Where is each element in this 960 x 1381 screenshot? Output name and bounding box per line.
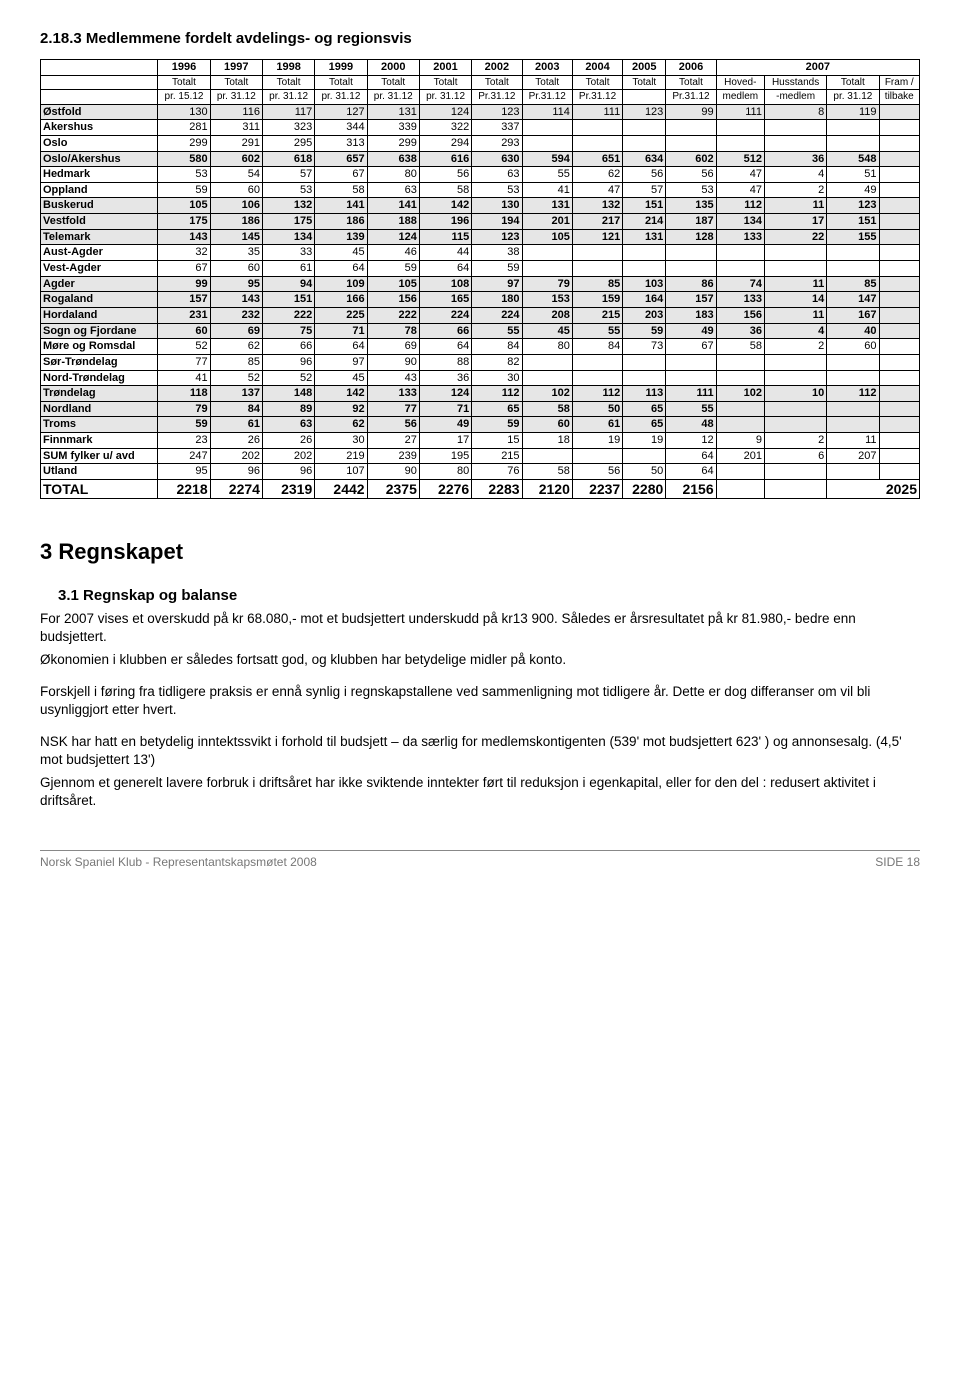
table-row: Nordland7984899277716558506555 <box>41 401 920 417</box>
para-1: For 2007 vises et overskudd på kr 68.080… <box>40 610 920 646</box>
table-row: Rogaland15714315116615616518015315916415… <box>41 292 920 308</box>
footer-right: SIDE 18 <box>875 855 920 869</box>
para-2: Økonomien i klubben er således fortsatt … <box>40 651 920 669</box>
table-row: Buskerud10510613214114114213013113215113… <box>41 198 920 214</box>
table-row: Østfold130116117127131124123114111123991… <box>41 104 920 120</box>
table-row: Vestfold17518617518618819619420121721418… <box>41 214 920 230</box>
para-4: NSK har hatt en betydelig inntektssvikt … <box>40 733 920 769</box>
table-row: Nord-Trøndelag41525245433630 <box>41 370 920 386</box>
para-5: Gjennom et generelt lavere forbruk i dri… <box>40 774 920 810</box>
table-row: Troms5961636256495960616548 <box>41 417 920 433</box>
table-row: Utland95969610790807658565064 <box>41 464 920 480</box>
para-3: Forskjell i føring fra tidligere praksis… <box>40 683 920 719</box>
table-total-row: TOTAL22182274231924422375227622832120223… <box>41 480 920 499</box>
table-row: Agder99959410910510897798510386741185 <box>41 276 920 292</box>
table-row: Trøndelag1181371481421331241121021121131… <box>41 386 920 402</box>
table-row: Akershus281311323344339322337 <box>41 120 920 136</box>
table-row: Sør-Trøndelag77859697908882 <box>41 354 920 370</box>
footer-left: Norsk Spaniel Klub - Representantskapsmø… <box>40 855 317 869</box>
heading-regnskapet: 3 Regnskapet <box>40 539 920 565</box>
section-title: 2.18.3 Medlemmene fordelt avdelings- og … <box>40 30 920 47</box>
table-row: Vest-Agder67606164596459 <box>41 261 920 277</box>
table-row: Oslo299291295313299294293 <box>41 135 920 151</box>
table-row: Oslo/Akershus580602618657638616630594651… <box>41 151 920 167</box>
table-row: Hordaland2312322222252222242242082152031… <box>41 307 920 323</box>
table-row: Sogn og Fjordane606975717866554555594936… <box>41 323 920 339</box>
table-row: Telemark14314513413912411512310512113112… <box>41 229 920 245</box>
table-row: Møre og Romsdal5262666469648480847367582… <box>41 339 920 355</box>
table-row: Finnmark23262630271715181919129211 <box>41 433 920 449</box>
members-table: 1996199719981999200020012002200320042005… <box>40 59 920 499</box>
page-footer: Norsk Spaniel Klub - Representantskapsmø… <box>40 850 920 869</box>
heading-regnskap-balanse: 3.1 Regnskap og balanse <box>58 587 920 604</box>
table-row: Hedmark535457678056635562565647451 <box>41 167 920 183</box>
table-row: Aust-Agder32353345464438 <box>41 245 920 261</box>
table-row: Oppland596053586358534147575347249 <box>41 182 920 198</box>
table-row: SUM fylker u/ avd24720220221923919521564… <box>41 448 920 464</box>
